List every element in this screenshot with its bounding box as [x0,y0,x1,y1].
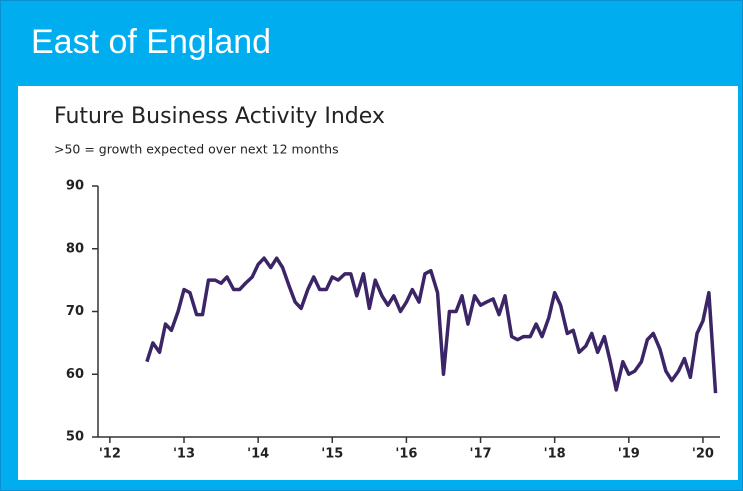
chart-title: Future Business Activity Index [54,104,385,129]
slide-title: East of England [31,23,272,61]
x-tick-label: '15 [321,447,343,462]
x-tick-label: '19 [618,447,640,462]
y-tick-label: 80 [66,241,84,256]
y-tick-label: 50 [66,430,84,445]
x-tick-label: '14 [247,447,269,462]
x-tick-label: '18 [544,447,566,462]
x-tick-label: '17 [470,447,492,462]
chart-subtitle: >50 = growth expected over next 12 month… [54,142,339,157]
x-tick-label: '16 [395,447,417,462]
y-tick-label: 90 [66,179,84,194]
y-tick-label: 60 [66,367,84,382]
x-tick-label: '13 [173,447,195,462]
x-tick-label: '20 [692,447,714,462]
y-tick-label: 70 [66,304,84,319]
line-series [145,256,718,394]
chart: Future Business Activity Index >50 = gro… [18,86,738,480]
x-tick-label: '12 [99,447,121,462]
